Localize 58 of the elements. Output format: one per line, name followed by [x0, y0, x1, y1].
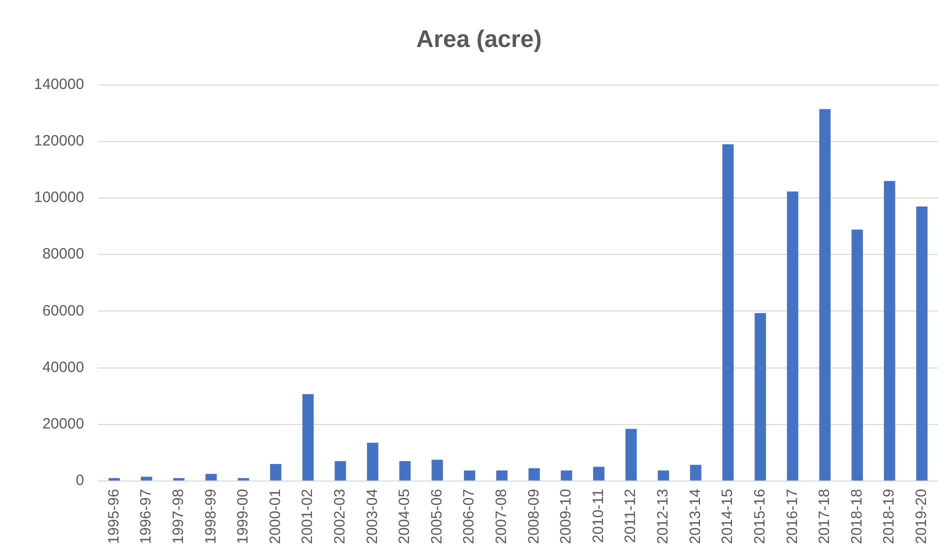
x-tick-label: 1996-97 — [138, 488, 155, 544]
x-tick-label: 2017-18 — [816, 488, 834, 544]
bar — [205, 474, 217, 480]
bar — [786, 191, 798, 480]
x-tick-label: 2013-14 — [686, 488, 704, 544]
bar — [722, 144, 734, 480]
y-tick-label: 40000 — [42, 358, 84, 376]
y-tick-label: 100000 — [34, 189, 84, 206]
y-tick-label: 20000 — [42, 416, 84, 432]
x-tick-label: 1997-98 — [170, 488, 187, 544]
x-tick-label: 2011-12 — [622, 488, 640, 543]
x-tick-label: 2015-16 — [751, 488, 768, 544]
x-tick-label: 2004-05 — [396, 488, 414, 544]
bar — [754, 313, 766, 480]
x-tick-label: 2008-09 — [525, 488, 542, 544]
bar — [464, 470, 476, 480]
bar — [496, 470, 508, 480]
bar — [270, 464, 282, 480]
x-tick-label: 2000-01 — [266, 488, 284, 544]
bar — [593, 466, 604, 480]
x-tick-label: 2005-06 — [428, 488, 446, 544]
x-tick-label: 2006-07 — [460, 488, 478, 544]
x-tick-label: 2012-13 — [654, 488, 672, 544]
x-tick-label: 2016-17 — [784, 488, 801, 544]
bar — [658, 470, 670, 480]
x-tick-label: 2002-03 — [331, 488, 348, 544]
bar — [140, 476, 152, 480]
x-tick-label: 2014-15 — [719, 488, 736, 544]
x-tick-label: 2018-19 — [880, 488, 898, 544]
x-tick-label: 2009-10 — [558, 488, 575, 544]
bar — [916, 206, 928, 480]
bar — [560, 470, 572, 480]
x-tick-label: 1998-99 — [202, 488, 220, 544]
x-tick-label: 1999-00 — [234, 488, 252, 544]
y-tick-label: 80000 — [42, 246, 84, 263]
bar — [690, 464, 702, 480]
y-tick-label: 140000 — [34, 76, 84, 93]
x-tick-label: 2010-11 — [590, 488, 607, 543]
y-tick-label: 60000 — [42, 302, 84, 320]
x-tick-label: 2003-04 — [364, 488, 381, 544]
x-tick-label: 1995-96 — [105, 488, 122, 544]
y-tick-label: 120000 — [34, 132, 84, 150]
bar — [852, 230, 863, 480]
bar — [399, 461, 411, 480]
bar — [528, 468, 540, 480]
bar — [367, 442, 378, 480]
bar — [334, 461, 346, 480]
bar — [625, 428, 637, 480]
x-tick-label: 2018-18 — [848, 488, 866, 544]
x-tick-label: 2001-02 — [299, 488, 316, 544]
x-tick-label: 2007-08 — [493, 488, 510, 544]
bar — [302, 394, 314, 480]
bar — [432, 460, 443, 480]
chart-title: Area (acre) — [416, 26, 542, 54]
y-tick-label: 0 — [76, 472, 84, 490]
bar — [819, 109, 831, 480]
bar — [884, 181, 896, 480]
x-tick-label: 2019-20 — [912, 488, 930, 544]
